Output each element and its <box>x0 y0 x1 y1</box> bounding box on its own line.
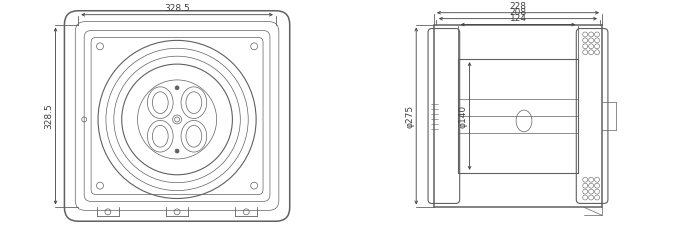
Text: 228: 228 <box>510 2 526 11</box>
Circle shape <box>175 149 179 153</box>
Text: φ275: φ275 <box>405 104 414 127</box>
Text: 328.5: 328.5 <box>45 103 53 129</box>
Text: φ140: φ140 <box>458 104 468 127</box>
Text: 124: 124 <box>510 14 526 23</box>
Circle shape <box>175 86 179 90</box>
Text: 328.5: 328.5 <box>164 4 190 13</box>
Text: 208: 208 <box>510 8 526 17</box>
